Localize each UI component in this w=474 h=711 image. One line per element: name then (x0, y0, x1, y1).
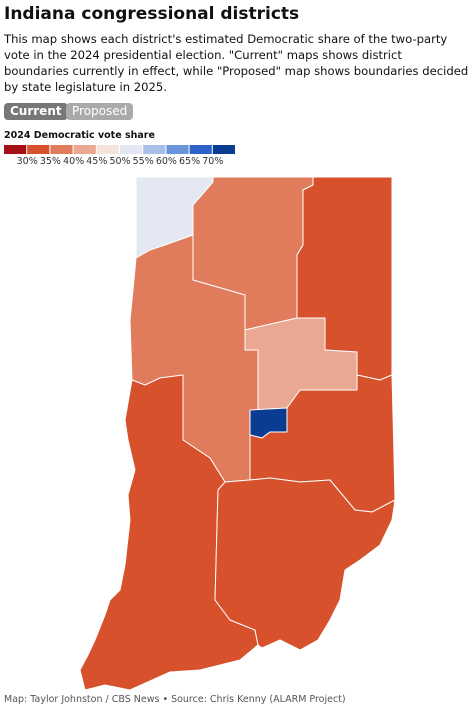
footer: Map: Taylor Johnston / CBS News • Source… (4, 694, 346, 705)
districts (79, 176, 396, 691)
legend-swatch (189, 145, 212, 154)
legend-tick-label: 50% (109, 156, 130, 167)
legend-tick-label: 40% (63, 156, 84, 167)
legend-swatch (96, 145, 119, 154)
legend-swatch (143, 145, 166, 154)
legend-tick-label: 60% (156, 156, 177, 167)
legend-swatch (50, 145, 73, 154)
district (214, 477, 396, 651)
description: This map shows each district's estimated… (4, 32, 469, 94)
legend-tick-label: 35% (40, 156, 61, 167)
district (79, 374, 259, 691)
legend-swatch (120, 145, 143, 154)
legend-title: 2024 Democratic vote share (4, 130, 155, 141)
legend-swatch (27, 145, 50, 154)
legend-swatch (166, 145, 189, 154)
legend-swatch (212, 145, 235, 154)
legend: 30% 35% 40% 45% 50% 55% 60% 65% 70% (4, 145, 235, 167)
legend-tick-label: 55% (133, 156, 154, 167)
legend-swatch (4, 145, 27, 154)
legend-tick-label: 45% (86, 156, 107, 167)
tab-proposed[interactable]: Proposed (66, 103, 134, 120)
legend-swatch (73, 145, 96, 154)
title: Indiana congressional districts (4, 4, 300, 24)
legend-tick-label: 70% (202, 156, 223, 167)
legend-tick-label: 65% (179, 156, 200, 167)
tab-current[interactable]: Current (4, 103, 68, 120)
legend-tick-label: 30% (17, 156, 38, 167)
